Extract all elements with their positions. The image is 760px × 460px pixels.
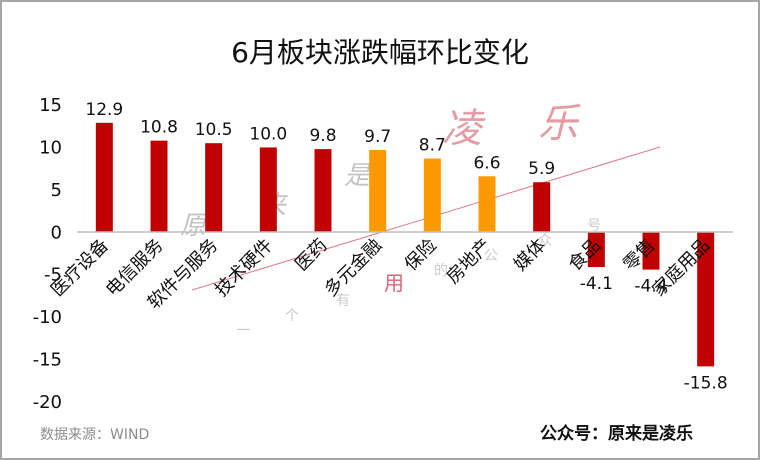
bar-9 [587,232,605,268]
watermark-char: 凌 [442,106,486,152]
data-label: 8.7 [419,135,446,155]
category-label: 技术硬件 [211,235,277,301]
data-label: 10.5 [195,120,233,140]
watermark-char: 众 [538,233,552,249]
y-tick-label: 0 [51,222,62,243]
data-label: -15.8 [684,373,728,393]
bar-3 [259,147,277,233]
watermark-char: 的 [434,263,448,279]
watermark-char: 个 [285,308,299,324]
y-tick-label: -20 [33,392,62,413]
watermark-char: 乐 [538,101,581,147]
watermark-char: 用 [384,271,404,295]
chart-title: 6月板块涨跌幅环比变化 [231,36,529,69]
watermark-char: 有 [336,293,350,309]
bar-1 [150,140,168,233]
category-label: 多元金融 [320,235,386,301]
y-tick-label: -10 [33,307,62,328]
bar-7 [478,176,496,233]
source-note: 数据来源：WIND [40,427,149,443]
bar-10 [642,232,660,270]
bar-series [95,122,715,367]
y-tick-label: -5 [44,265,62,286]
bar-4 [314,149,332,233]
account-credit: 公众号：原来是凌乐 [540,423,693,444]
data-labels: 12.9 10.8 10.5 10.0 9.8 9.7 8.7 6.6 5.9 -4.1 -4.4 -… [85,100,727,394]
bar-11 [697,232,715,367]
y-tick-label: 5 [51,180,62,201]
data-label: 5.9 [528,159,555,179]
data-label: 9.7 [364,127,391,147]
bar-5 [369,149,387,233]
category-label: 医药 [291,235,331,275]
watermark-char: 号 [587,218,601,234]
data-label: -4.1 [580,274,613,294]
data-label: 12.9 [85,100,123,120]
data-label: 10.0 [249,124,287,144]
watermark-char: 一 [236,323,250,339]
data-label: -4.4 [634,277,667,297]
y-tick-label: 10 [39,137,62,158]
bar-8 [533,182,551,233]
watermark-char: 原 [180,211,210,241]
watermark-char: 是 [344,161,372,191]
watermark-char: 公 [484,248,498,264]
bar-2 [205,143,223,233]
y-tick-label: -15 [33,350,62,371]
y-tick-label: 15 [39,95,62,116]
bar-0 [95,122,113,233]
data-label: 9.8 [309,126,336,146]
data-label: 6.6 [473,153,500,173]
bar-6 [423,158,441,233]
data-label: 10.8 [140,118,178,138]
y-axis: 15 10 5 0 -5 -10 -15 -20 [33,95,62,413]
